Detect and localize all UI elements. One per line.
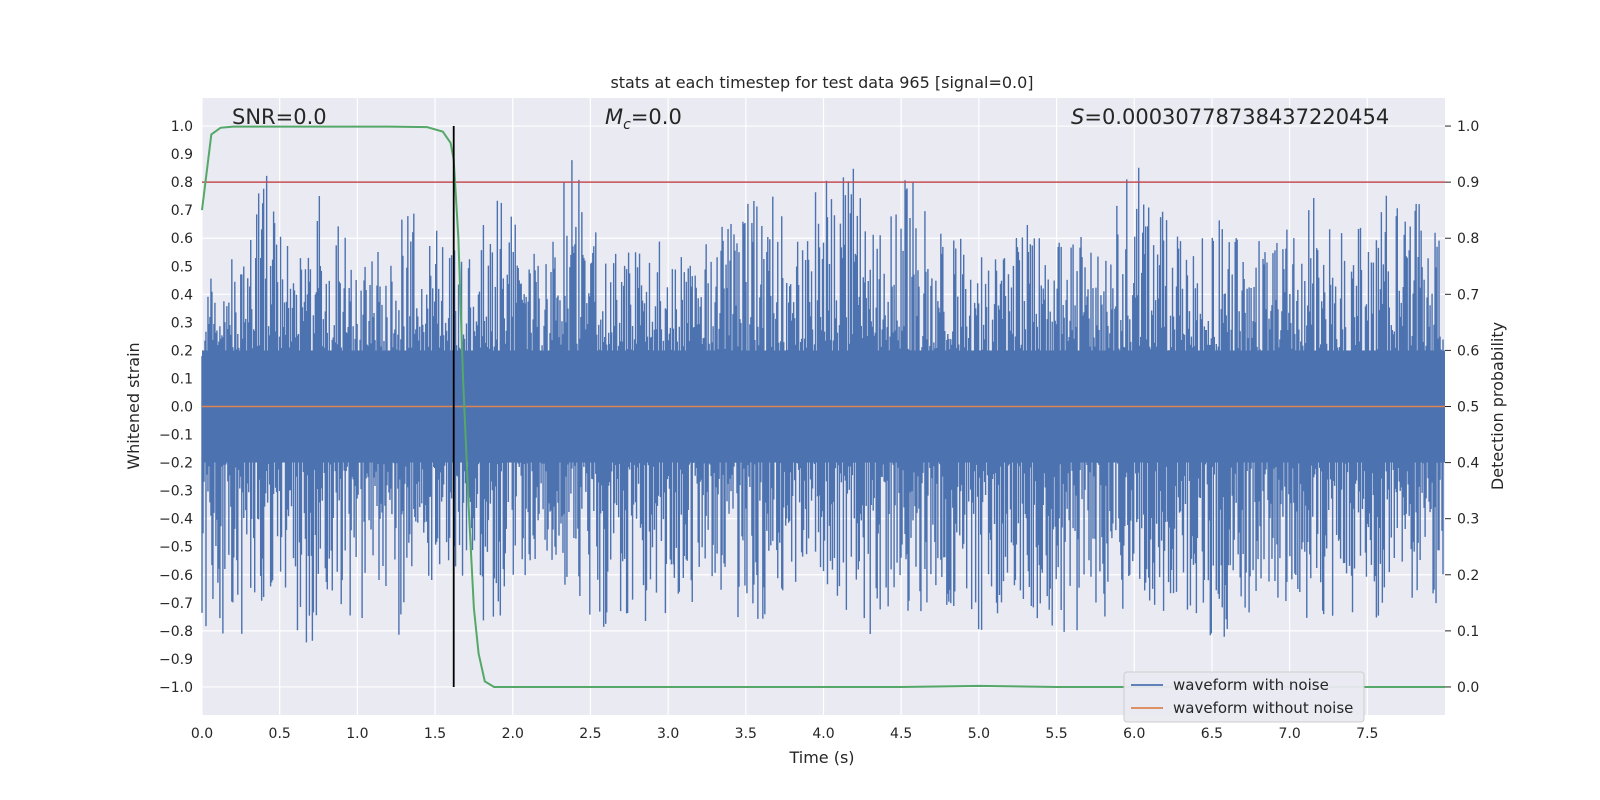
x-tick-label: 1.0 <box>346 726 368 742</box>
x-tick-label: 5.5 <box>1045 726 1067 742</box>
x-axis-label: Time (s) <box>788 748 854 767</box>
x-tick-label: 3.5 <box>735 726 757 742</box>
y-tick-label: 0.8 <box>171 175 193 191</box>
x-tick-label: 2.5 <box>579 726 601 742</box>
x-tick-label: 1.5 <box>424 726 446 742</box>
y-tick-label: −0.9 <box>159 652 193 668</box>
y-tick-label: −0.6 <box>159 568 193 584</box>
x-tick-label: 4.0 <box>812 726 834 742</box>
y2-tick-label: 0.8 <box>1457 231 1479 247</box>
x-tick-label: 5.0 <box>968 726 990 742</box>
x-tick-label: 2.0 <box>502 726 524 742</box>
x-tick-label: 6.5 <box>1201 726 1223 742</box>
legend-box <box>1123 671 1365 723</box>
y2-tick-label: 0.7 <box>1457 287 1479 303</box>
y-tick-label: 0.2 <box>171 343 193 359</box>
y2-tick-label: 0.5 <box>1457 400 1479 416</box>
chart-title: stats at each timestep for test data 965… <box>610 73 1033 92</box>
y-tick-label: −1.0 <box>159 680 193 696</box>
chirp-mass-value: =0.0 <box>631 105 682 129</box>
x-tick-label: 7.0 <box>1278 726 1300 742</box>
y-tick-label: −0.3 <box>159 484 193 500</box>
snr-annotation: SNR=0.0 <box>232 105 327 129</box>
y2-tick-label: 1.0 <box>1457 119 1479 135</box>
y-tick-label: 0.7 <box>171 203 193 219</box>
y-tick-label: −0.1 <box>159 428 193 444</box>
series-detection-probability <box>201 125 1445 688</box>
y-tick-label: −0.5 <box>159 540 193 556</box>
chirp-mass-annotation: Mc=0.0 <box>605 105 682 133</box>
s-annotation: S=0.00030778738437220454 <box>1071 105 1389 129</box>
axis-ticks: 0.0 0.5 1.0 1.5 2.0 2.5 3.0 3.5 4.0 4.5 5.0 5.5 6.0 6… <box>159 119 1479 742</box>
x-tick-label: 7.5 <box>1356 726 1378 742</box>
y-tick-label: 0.9 <box>171 147 193 163</box>
y2-axis-label: Detection probability <box>1488 322 1507 490</box>
y2-tick-label: 0.9 <box>1457 175 1479 191</box>
y-tick-label: 1.0 <box>171 119 193 135</box>
chirp-mass-symbol: M <box>605 105 623 129</box>
y2-tick-label: 0.6 <box>1457 343 1479 359</box>
chart-marks <box>201 125 1445 688</box>
y-tick-label: −0.7 <box>159 596 193 612</box>
legend: waveform with noise waveform without noi… <box>1123 671 1365 723</box>
y-axis-label: Whitened strain <box>124 342 143 469</box>
y2-tick-label: 0.2 <box>1457 568 1479 584</box>
x-tick-label: 6.0 <box>1123 726 1145 742</box>
x-tick-label: 0.0 <box>191 726 213 742</box>
x-tick-label: 4.5 <box>890 726 912 742</box>
y-tick-label: 0.6 <box>171 231 193 247</box>
x-tick-label: 0.5 <box>269 726 291 742</box>
y-tick-label: 0.1 <box>171 371 193 387</box>
y-tick-label: −0.8 <box>159 624 193 640</box>
y-tick-label: 0.3 <box>171 315 193 331</box>
s-value: =0.00030778738437220454 <box>1084 105 1389 129</box>
legend-label-noise: waveform with noise <box>1173 676 1329 694</box>
y-tick-label: 0.0 <box>171 400 193 416</box>
y2-tick-label: 0.3 <box>1457 512 1479 528</box>
y-tick-label: −0.4 <box>159 512 193 528</box>
y2-tick-label: 0.4 <box>1457 456 1479 472</box>
chirp-mass-subscript: c <box>623 117 631 133</box>
y2-tick-label: 0.1 <box>1457 624 1479 640</box>
y-tick-label: 0.4 <box>171 287 193 303</box>
y2-tick-label: 0.0 <box>1457 680 1479 696</box>
x-tick-label: 3.0 <box>657 726 679 742</box>
y-tick-label: 0.5 <box>171 259 193 275</box>
legend-label-clean: waveform without noise <box>1173 699 1353 717</box>
s-symbol: S <box>1071 105 1084 129</box>
y-tick-label: −0.2 <box>159 456 193 472</box>
